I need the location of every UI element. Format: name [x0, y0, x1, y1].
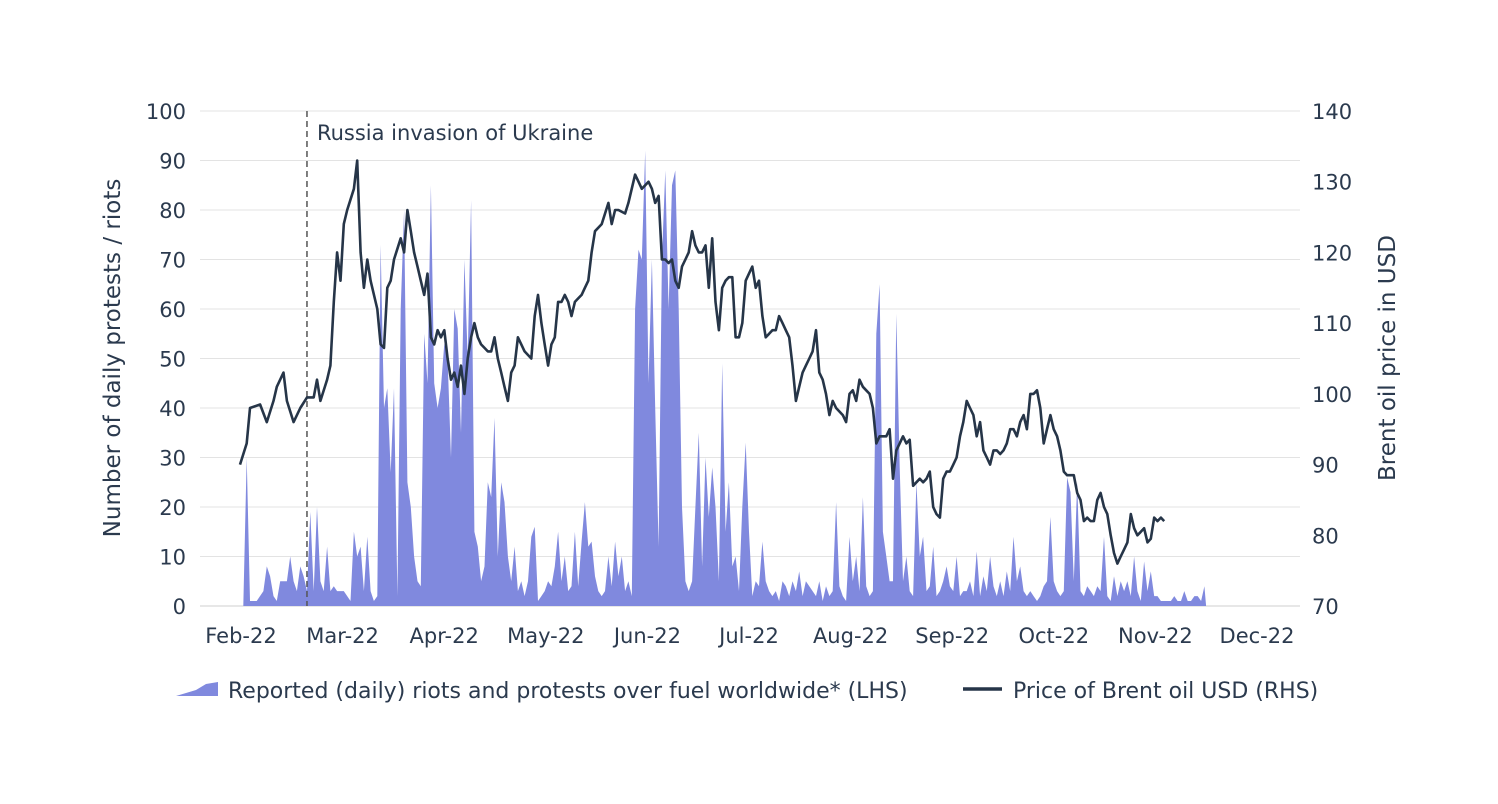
right-tick-label: 140: [1312, 100, 1352, 124]
right-tick-label: 90: [1312, 454, 1339, 478]
x-tick-label: Oct-22: [1018, 624, 1089, 648]
right-tick-label: 110: [1312, 312, 1352, 336]
brent-line-layer: [238, 159, 1166, 565]
x-axis-ticks: Feb-22 Mar-22 Apr-22 May-22 Jun-22 Jul-22 Aug-…: [205, 624, 1294, 648]
x-tick-label: Dec-22: [1220, 624, 1295, 648]
x-tick-label: Mar-22: [306, 624, 379, 648]
right-axis-title: Brent oil price in USD: [1375, 235, 1401, 481]
annotation-label: Russia invasion of Ukraine: [317, 121, 593, 145]
right-tick-label: 120: [1312, 241, 1352, 265]
right-tick-label: 80: [1312, 524, 1339, 548]
left-tick-label: 70: [159, 249, 186, 273]
left-tick-label: 90: [159, 150, 186, 174]
right-tick-label: 100: [1312, 383, 1352, 407]
x-tick-label: Jul-22: [717, 624, 779, 648]
legend-area-swatch: [176, 682, 218, 696]
left-tick-label: 20: [159, 496, 186, 520]
left-tick-label: 30: [159, 447, 186, 471]
protests-area: [240, 150, 1207, 606]
left-axis-title: Number of daily protests / riots: [100, 179, 126, 538]
left-tick-label: 50: [159, 348, 186, 372]
left-tick-label: 60: [159, 298, 186, 322]
right-tick-label: 130: [1312, 171, 1352, 195]
legend-line-label: Price of Brent oil USD (RHS): [1013, 679, 1318, 704]
x-tick-label: Nov-22: [1118, 624, 1193, 648]
left-tick-label: 10: [159, 546, 186, 570]
left-tick-label: 0: [173, 595, 186, 619]
legend-area-label: Reported (daily) riots and protests over…: [228, 679, 908, 704]
right-tick-label: 70: [1312, 595, 1339, 619]
brent-price-line: [238, 159, 1166, 565]
x-tick-label: May-22: [507, 624, 584, 648]
left-axis-ticks: 0 10 20 30 40 50 60 70 80 90 100: [146, 100, 186, 619]
left-tick-label: 80: [159, 199, 186, 223]
left-tick-label: 100: [146, 100, 186, 124]
x-tick-label: Apr-22: [410, 624, 479, 648]
left-tick-label: 40: [159, 397, 186, 421]
x-tick-label: Jun-22: [612, 624, 681, 648]
x-tick-label: Sep-22: [915, 624, 989, 648]
x-tick-label: Feb-22: [205, 624, 276, 648]
right-axis-ticks: 70 80 90 100 110 120 130 140: [1312, 100, 1352, 619]
protests-area-layer: [240, 150, 1207, 606]
annotation-layer: Russia invasion of Ukraine: [306, 111, 593, 606]
legend: Reported (daily) riots and protests over…: [176, 679, 1318, 704]
x-tick-label: Aug-22: [813, 624, 888, 648]
